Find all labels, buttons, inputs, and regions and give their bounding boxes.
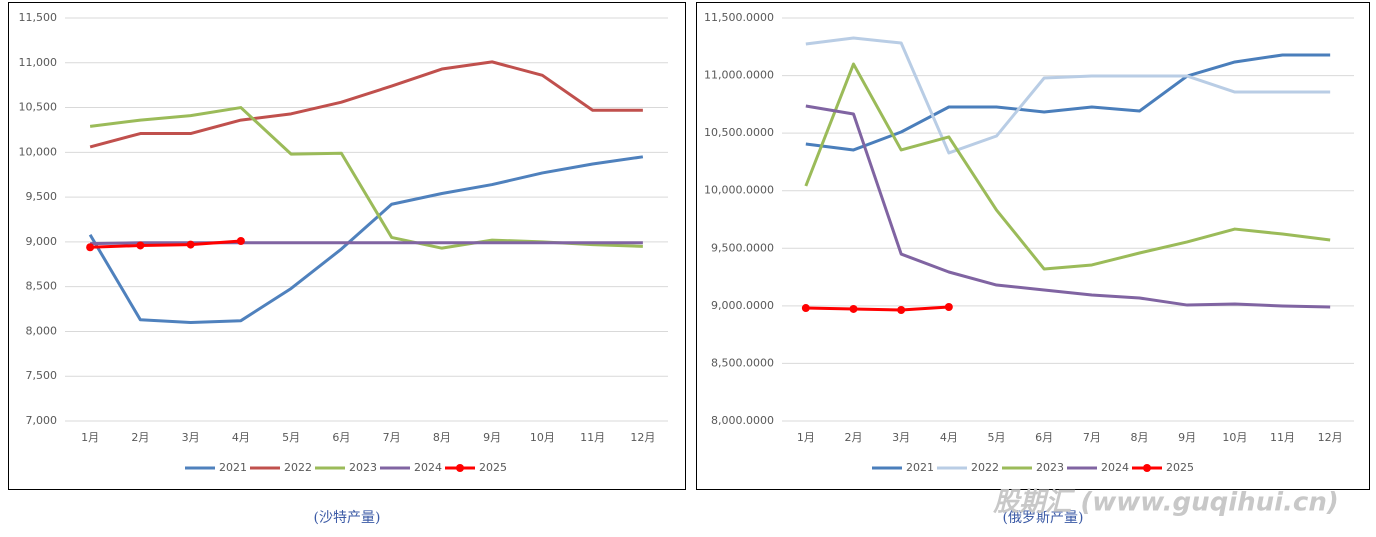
series-line	[90, 239, 241, 249]
point	[236, 236, 245, 245]
x-tick-label: 8月	[433, 431, 451, 444]
x-tick-label: 3月	[182, 431, 200, 444]
legend-label: 2024	[414, 461, 442, 474]
x-tick-label: 9月	[483, 431, 501, 444]
watermark: 股期汇 (www.guqihui.cn)	[992, 488, 1338, 518]
legend-label: 2023	[349, 461, 377, 474]
x-tick-label: 9月	[1178, 431, 1196, 444]
y-tick-label: 7,000	[26, 414, 58, 427]
x-tick-label: 3月	[892, 431, 910, 444]
legend-label: 2021	[906, 461, 934, 474]
point	[944, 303, 953, 312]
caption: (俄罗斯产量)	[1003, 510, 1084, 526]
x-tick-label: 4月	[940, 431, 958, 444]
y-tick-label: 9,500	[26, 190, 58, 203]
series-line	[805, 104, 1331, 309]
x-tick-label: 10月	[530, 431, 555, 444]
x-tick-label: 8月	[1131, 431, 1149, 444]
x-tick-label: 6月	[1035, 431, 1053, 444]
x-tick-label: 6月	[332, 431, 350, 444]
x-tick-label: 2月	[131, 431, 149, 444]
x-tick-label: 11月	[1270, 431, 1295, 444]
legend-label: 2022	[971, 461, 999, 474]
legend-label: 2021	[219, 461, 247, 474]
point	[186, 240, 195, 249]
legend-label: 2022	[284, 461, 312, 474]
y-tick-label: 9,000	[26, 235, 58, 248]
legend-label: 2023	[1036, 461, 1064, 474]
series-line	[804, 62, 1331, 271]
point	[897, 306, 906, 315]
x-tick-label: 5月	[282, 431, 300, 444]
x-tick-label: 2月	[845, 431, 863, 444]
y-tick-label: 9,000.0000	[711, 299, 774, 312]
legend-label: 2025	[1166, 461, 1194, 474]
y-tick-label: 7,500	[26, 369, 58, 382]
y-tick-label: 10,500.0000	[704, 126, 774, 139]
legend-label: 2025	[479, 461, 507, 474]
y-tick-label: 9,500.0000	[711, 241, 774, 254]
caption: (沙特产量)	[314, 510, 381, 526]
x-tick-label: 12月	[630, 431, 655, 444]
series-line	[805, 36, 1331, 155]
legend-marker	[456, 464, 464, 472]
point	[136, 241, 145, 250]
series-line	[805, 305, 949, 312]
y-tick-label: 8,500.0000	[711, 356, 774, 369]
x-tick-label: 4月	[232, 431, 250, 444]
y-tick-label: 11,000.0000	[704, 69, 774, 82]
y-tick-label: 11,500	[19, 11, 58, 24]
x-tick-label: 7月	[383, 431, 401, 444]
x-tick-label: 5月	[988, 431, 1006, 444]
series-line	[805, 53, 1331, 152]
x-tick-label: 12月	[1318, 431, 1343, 444]
x-tick-label: 1月	[81, 431, 99, 444]
x-tick-label: 1月	[797, 431, 815, 444]
y-tick-label: 10,500	[19, 101, 58, 114]
series-line	[88, 155, 644, 324]
y-tick-label: 11,000	[19, 56, 58, 69]
y-tick-label: 8,000.0000	[711, 414, 774, 427]
chart-frame	[8, 2, 686, 490]
x-tick-label: 10月	[1222, 431, 1247, 444]
chart-frame	[696, 2, 1370, 490]
series-line	[90, 241, 643, 246]
x-tick-label: 11月	[580, 431, 605, 444]
point	[849, 304, 858, 313]
y-tick-label: 10,000.0000	[704, 184, 774, 197]
legend-marker	[1143, 464, 1151, 472]
y-tick-label: 11,500.0000	[704, 11, 774, 24]
point	[86, 243, 95, 252]
y-tick-label: 8,500	[26, 280, 58, 293]
point	[801, 304, 810, 313]
y-tick-label: 10,000	[19, 145, 58, 158]
x-tick-label: 7月	[1083, 431, 1101, 444]
y-tick-label: 8,000	[26, 324, 58, 337]
legend-label: 2024	[1101, 461, 1129, 474]
series-line	[89, 60, 643, 149]
